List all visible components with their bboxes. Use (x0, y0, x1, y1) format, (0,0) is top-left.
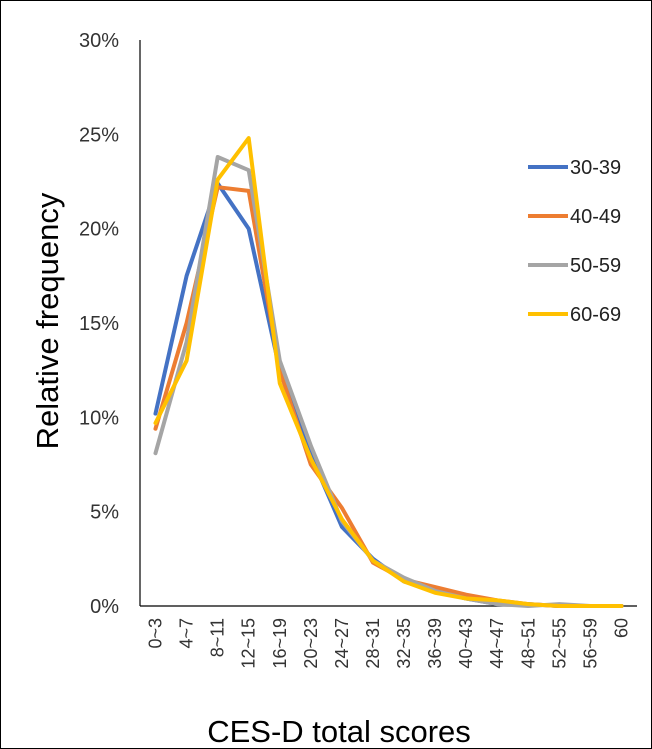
x-tick-label: 0~3 (146, 618, 166, 649)
y-tick-label: 10% (79, 407, 119, 429)
series-line (153, 155, 624, 608)
x-tick-label: 48~51 (518, 618, 538, 669)
x-tick-label: 8~11 (208, 618, 228, 657)
x-tick-label: 40~43 (456, 618, 476, 669)
x-tick-label: 24~27 (332, 618, 352, 669)
x-axis-label: CES-D total scores (207, 714, 471, 748)
y-tick-label: 25% (79, 124, 119, 146)
series-line (153, 181, 624, 608)
x-tick-label: 16~19 (270, 618, 290, 669)
y-axis-ticks: 0% 5% 10% 15% 20% 25% 30% (79, 30, 119, 618)
y-tick-label: 15% (79, 313, 119, 335)
x-tick-label: 44~47 (487, 618, 507, 669)
x-tick-label: 28~31 (363, 618, 383, 669)
x-tick-label: 12~15 (239, 618, 259, 669)
series-line (153, 136, 624, 608)
x-tick-label: 52~55 (549, 618, 569, 669)
x-tick-label: 32~35 (394, 618, 414, 669)
y-tick-label: 0% (90, 596, 119, 618)
x-tick-label: 56~59 (580, 618, 600, 669)
legend: 30-39 40-49 50-59 60-69 (528, 157, 621, 326)
legend-label: 30-39 (570, 157, 621, 179)
x-tick-label: 60 (611, 618, 631, 638)
x-tick-label: 36~39 (425, 618, 445, 669)
x-tick-label: 4~7 (177, 618, 197, 649)
y-tick-label: 30% (79, 30, 119, 52)
legend-label: 60-69 (570, 304, 621, 326)
legend-label: 50-59 (570, 255, 621, 277)
legend-label: 40-49 (570, 206, 621, 228)
series-line (153, 185, 624, 608)
y-axis-label: Relative frequency (30, 192, 65, 449)
y-tick-label: 20% (79, 219, 119, 241)
series-lines (153, 136, 624, 608)
x-tick-label: 20~23 (301, 618, 321, 669)
x-axis-ticks: 0~3 4~7 8~11 12~15 16~19 20~23 24~27 28~31 32~35… (146, 618, 632, 669)
y-tick-label: 5% (90, 502, 119, 524)
